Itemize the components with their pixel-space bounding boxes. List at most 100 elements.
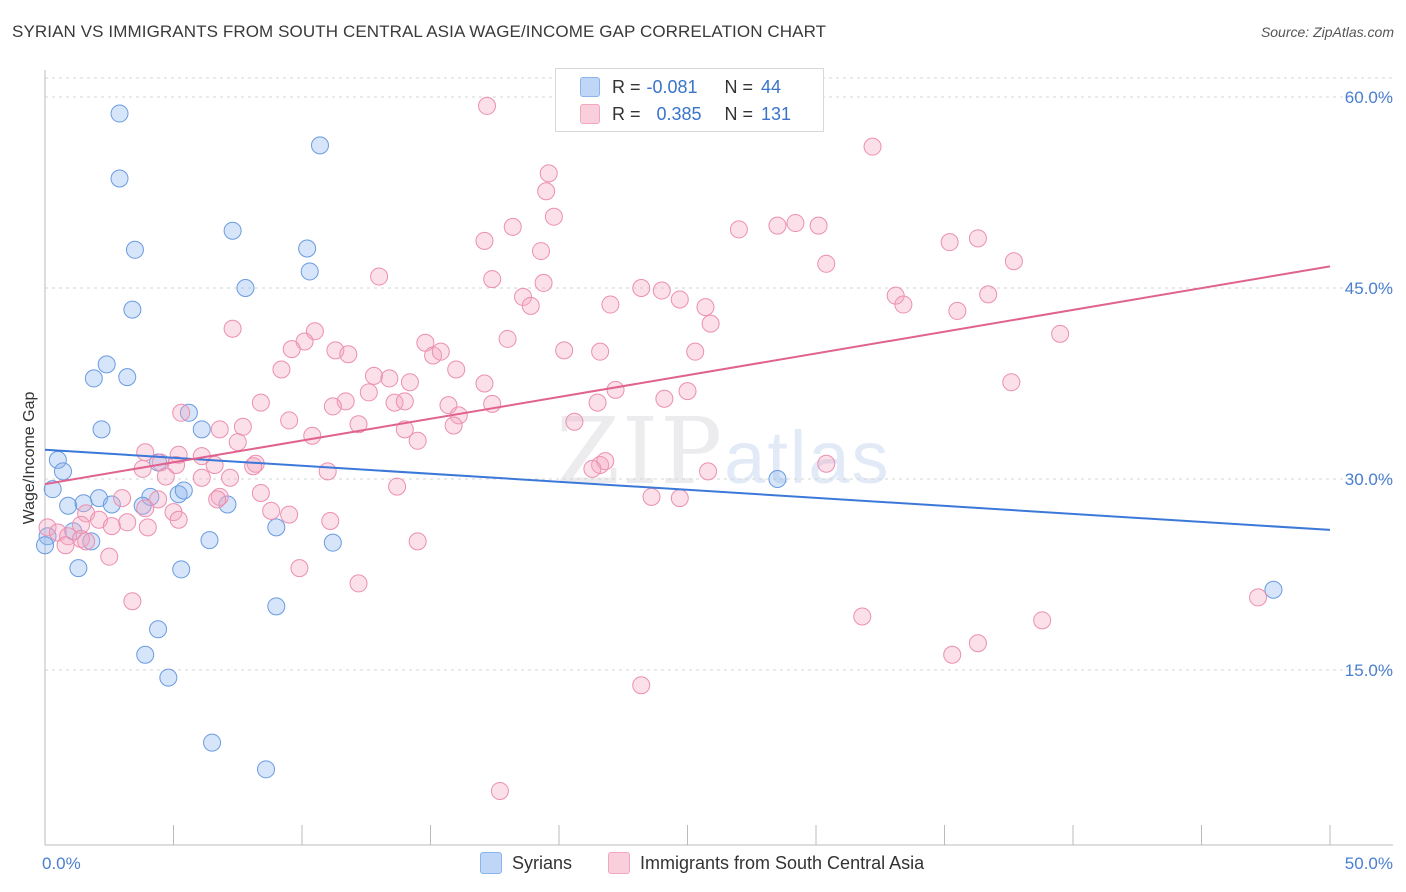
immigrant-point <box>359 383 378 402</box>
syrian-point <box>267 518 286 537</box>
syrian-point <box>192 420 211 439</box>
immigrant-point <box>483 270 502 289</box>
immigrant-point <box>244 457 263 476</box>
immigrant-point <box>632 279 651 297</box>
legend-n-value: 131 <box>761 103 792 124</box>
x-tick-label: 0.0% <box>42 854 81 873</box>
immigrant-point <box>655 389 674 408</box>
syrian-point <box>110 104 129 123</box>
immigrant-point <box>208 490 227 509</box>
immigrant-point <box>652 281 671 300</box>
syrian-point <box>74 494 93 513</box>
syrian-point <box>300 262 319 281</box>
legend-r-label: R = <box>612 76 641 97</box>
series-label-syrians: Syrians <box>512 852 573 873</box>
immigrant-point <box>172 403 191 422</box>
series-legend-syrians[interactable]: Syrians <box>480 852 572 874</box>
legend-n-label: N = <box>724 103 754 124</box>
immigrant-point <box>156 467 175 486</box>
legend-row-syrians: R = -0.081 N = 44 <box>580 74 781 100</box>
series-legend-immigrants[interactable]: Immigrants from South Central Asia <box>608 852 924 874</box>
syrian-point <box>118 368 137 387</box>
syrian-point <box>310 136 329 155</box>
immigrant-point <box>370 267 389 286</box>
immigrant-point <box>503 217 522 236</box>
immigrant-point <box>521 296 540 315</box>
series-swatch-syrians <box>480 852 502 874</box>
immigrant-point <box>223 319 242 338</box>
syrian-point <box>69 559 88 578</box>
legend-swatch-immigrants <box>580 104 600 124</box>
immigrant-point <box>447 360 466 379</box>
immigrant-point <box>943 645 962 664</box>
immigrant-point <box>696 298 715 317</box>
y-tick-label: 60.0% <box>1345 88 1393 107</box>
immigrant-point <box>1033 611 1052 630</box>
syrian-point <box>125 240 144 259</box>
legend-r-label: R = <box>612 103 641 124</box>
source-label: Source: ZipAtlas.com <box>1260 24 1394 40</box>
immigrant-point <box>136 499 155 518</box>
syrian-point <box>236 279 255 297</box>
immigrant-point <box>388 477 407 496</box>
syrian-point <box>110 169 129 188</box>
immigrant-point <box>534 273 553 292</box>
syrian-point <box>298 239 317 258</box>
legend-r-value: -0.081 <box>646 76 698 97</box>
immigrant-point <box>475 231 494 250</box>
immigrant-point <box>431 342 450 361</box>
immigrant-point <box>221 468 240 487</box>
immigrant-point <box>632 676 651 695</box>
syrian-point <box>267 597 286 616</box>
legend-row-immigrants: R = 0.385 N = 131 <box>580 101 791 127</box>
x-tick-label: 50.0% <box>1345 854 1393 873</box>
immigrant-point <box>339 345 358 364</box>
immigrant-point <box>817 254 836 273</box>
immigrant-point <box>251 484 270 503</box>
immigrant-point <box>809 216 828 235</box>
immigrant-point <box>555 341 574 360</box>
syrian-point <box>768 470 787 488</box>
immigrant-point <box>395 420 414 439</box>
syrian-point <box>218 495 237 514</box>
immigrant-point <box>380 369 399 388</box>
y-tick-label: 30.0% <box>1345 470 1393 489</box>
syrian-point <box>53 462 72 481</box>
immigrant-point <box>601 295 620 314</box>
syrian-point <box>1264 580 1283 599</box>
immigrant-point <box>532 242 551 261</box>
syrian-point <box>82 532 101 551</box>
immigrant-point <box>102 517 121 536</box>
syrian-point <box>174 481 193 500</box>
immigrant-point <box>303 426 322 445</box>
immigrant-point <box>444 416 463 435</box>
immigrant-point <box>100 547 119 566</box>
immigrant-point <box>408 431 427 450</box>
y-axis-title: Wage/Income Gap <box>21 392 38 525</box>
immigrant-point <box>290 559 309 578</box>
syrian-point <box>97 355 116 374</box>
immigrant-point <box>228 433 247 452</box>
immigrant-point <box>349 415 368 434</box>
immigrant-point <box>699 462 718 481</box>
y-tick-label: 45.0% <box>1345 279 1393 298</box>
immigrant-point <box>113 489 132 508</box>
immigrant-point <box>408 532 427 551</box>
immigrant-point <box>233 417 252 436</box>
immigrant-point <box>729 220 748 239</box>
legend-n-label: N = <box>724 76 754 97</box>
immigrant-point <box>123 592 142 611</box>
immigrant-point <box>863 137 882 156</box>
immigrant-point <box>686 342 705 361</box>
immigrant-point <box>262 501 281 520</box>
immigrant-point <box>539 164 558 183</box>
immigrant-point <box>349 574 368 593</box>
series-swatch-immigrants <box>608 852 630 874</box>
immigrant-point <box>940 233 959 252</box>
immigrant-point <box>591 342 610 361</box>
immigrant-point <box>149 490 168 509</box>
immigrant-point <box>321 512 340 531</box>
immigrant-point <box>169 510 188 529</box>
immigrant-point <box>71 529 90 548</box>
immigrant-point <box>678 382 697 401</box>
